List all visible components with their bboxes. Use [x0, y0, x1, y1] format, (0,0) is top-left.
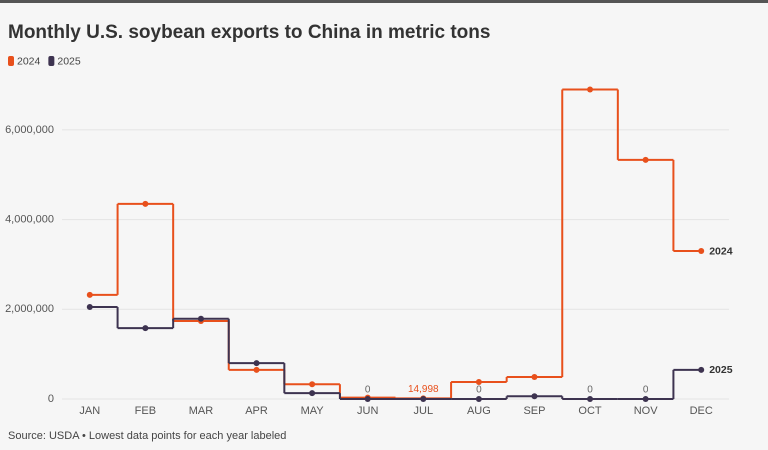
- data-point: [309, 390, 316, 397]
- data-point: [587, 86, 594, 93]
- data-point: [253, 360, 260, 367]
- x-tick-label: AUG: [467, 405, 491, 417]
- x-tick-label: SEP: [523, 405, 545, 417]
- data-point: [142, 200, 149, 207]
- legend-label: 2024: [17, 55, 41, 67]
- data-point: [197, 315, 204, 322]
- y-tick-label: 2,000,000: [5, 303, 54, 315]
- data-point: [531, 374, 538, 381]
- x-tick-label: JAN: [79, 405, 100, 417]
- value-label: 0: [643, 385, 649, 396]
- data-point: [698, 366, 705, 373]
- source: Source: USDA • Lowest data points for ea…: [8, 430, 286, 442]
- x-tick-label: MAY: [301, 405, 325, 417]
- legend-swatch: [48, 56, 55, 66]
- value-label: 0: [365, 385, 371, 396]
- data-point: [364, 396, 371, 402]
- x-tick-label: DEC: [690, 405, 713, 417]
- chart-title: Monthly U.S. soybean exports to China in…: [8, 22, 490, 43]
- data-point: [309, 381, 316, 388]
- y-tick-label: 6,000,000: [5, 124, 54, 136]
- value-label: 14,998: [408, 384, 439, 395]
- y-tick-label: 0: [48, 393, 54, 405]
- x-tick-label: NOV: [634, 405, 659, 417]
- data-point: [475, 396, 482, 402]
- data-point: [698, 247, 705, 254]
- data-point: [642, 156, 649, 163]
- x-tick-label: JUN: [357, 405, 378, 417]
- data-point: [420, 396, 427, 402]
- x-tick-label: MAR: [189, 405, 214, 417]
- x-tick-label: APR: [245, 405, 268, 417]
- data-point: [475, 378, 482, 385]
- x-tick-label: JUL: [414, 405, 434, 417]
- data-point: [587, 396, 594, 402]
- data-point: [86, 291, 93, 298]
- legend-label: 2025: [57, 55, 81, 67]
- data-point: [531, 393, 538, 400]
- data-point: [642, 396, 649, 402]
- data-point: [253, 366, 260, 373]
- series-end-label: 2024: [709, 245, 733, 257]
- value-label: 0: [587, 385, 593, 396]
- data-point: [142, 325, 149, 332]
- x-tick-label: FEB: [135, 405, 156, 417]
- y-tick-label: 4,000,000: [5, 213, 54, 225]
- top-border: [0, 0, 768, 3]
- value-label: 0: [476, 385, 482, 396]
- legend-swatch: [8, 56, 14, 66]
- x-tick-label: OCT: [578, 405, 602, 417]
- data-point: [86, 304, 93, 311]
- series-end-label: 2025: [709, 364, 733, 376]
